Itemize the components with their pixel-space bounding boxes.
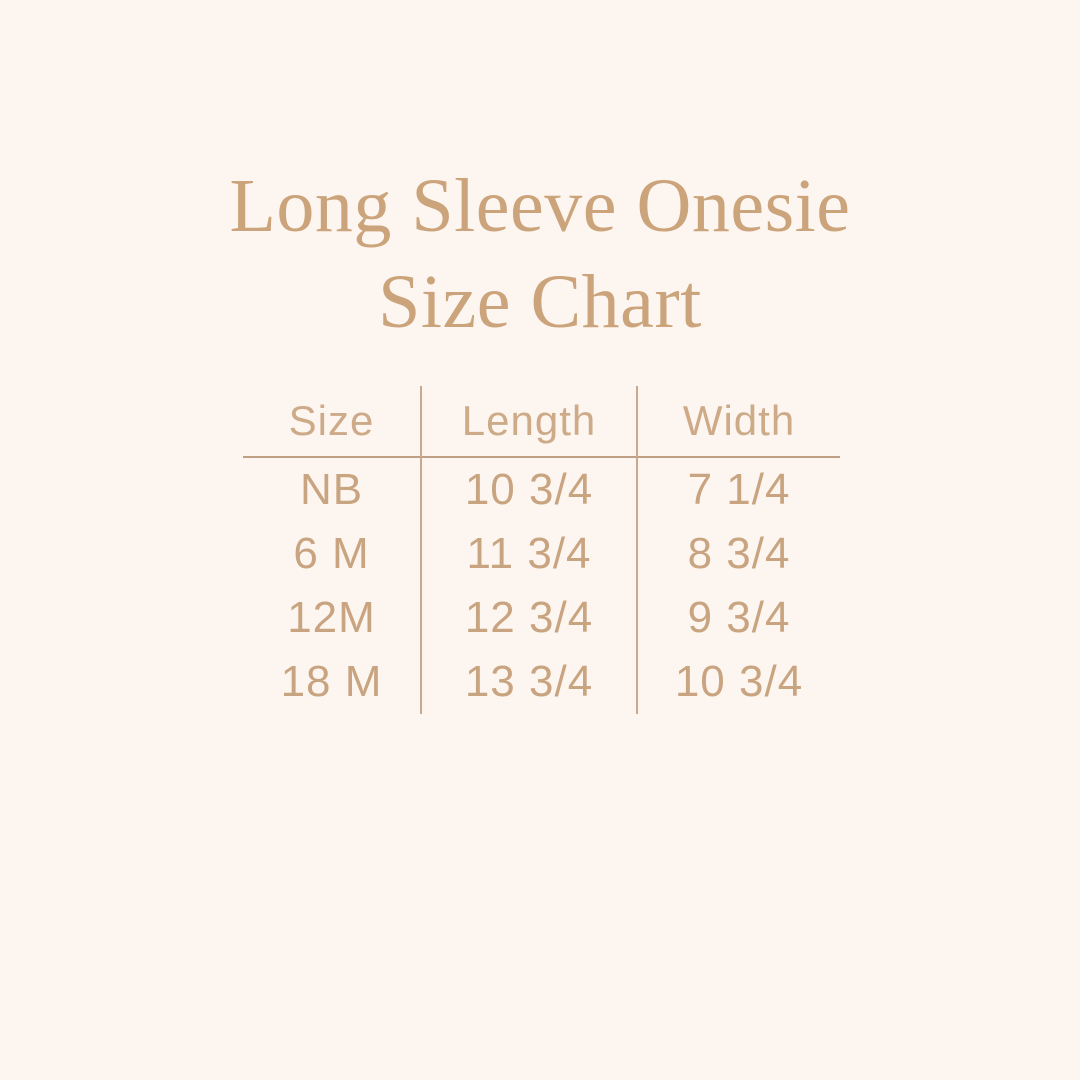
table-row: NB 10 3/4 7 1/4 <box>243 457 840 522</box>
cell-size: NB <box>299 465 364 514</box>
size-chart-table: Size Length Width NB 10 3/4 7 1/4 6 M 11… <box>243 386 840 714</box>
table-row: 18 M 13 3/4 10 3/4 <box>243 650 840 714</box>
cell-size: 6 M <box>293 529 370 578</box>
column-header-length: Length <box>420 386 637 457</box>
table-header: Size Length Width <box>243 386 840 457</box>
cell-width: 10 3/4 <box>636 650 840 714</box>
title-line-2: Size Chart <box>378 260 702 344</box>
cell-width: 8 3/4 <box>636 522 840 586</box>
cell-length: 13 3/4 <box>420 650 637 714</box>
table-row: 12M 12 3/4 9 3/4 <box>243 586 840 650</box>
column-header-size: Size <box>288 397 375 444</box>
page-title: Long Sleeve Onesie Size Chart <box>0 158 1080 350</box>
cell-width: 7 1/4 <box>636 457 840 522</box>
cell-length: 10 3/4 <box>420 457 637 522</box>
column-header-width: Width <box>636 386 840 457</box>
table-row: 6 M 11 3/4 8 3/4 <box>243 522 840 586</box>
cell-length: 11 3/4 <box>420 522 637 586</box>
cell-size: 18 M <box>280 657 383 706</box>
cell-width: 9 3/4 <box>636 586 840 650</box>
table-header-row: Size Length Width <box>243 386 840 457</box>
cell-size: 12M <box>287 593 376 642</box>
size-chart-table-wrap: Size Length Width NB 10 3/4 7 1/4 6 M 11… <box>243 386 840 726</box>
cell-length: 12 3/4 <box>420 586 637 650</box>
title-line-1: Long Sleeve Onesie <box>229 164 851 248</box>
table-body: NB 10 3/4 7 1/4 6 M 11 3/4 8 3/4 12M 12 … <box>243 457 840 714</box>
